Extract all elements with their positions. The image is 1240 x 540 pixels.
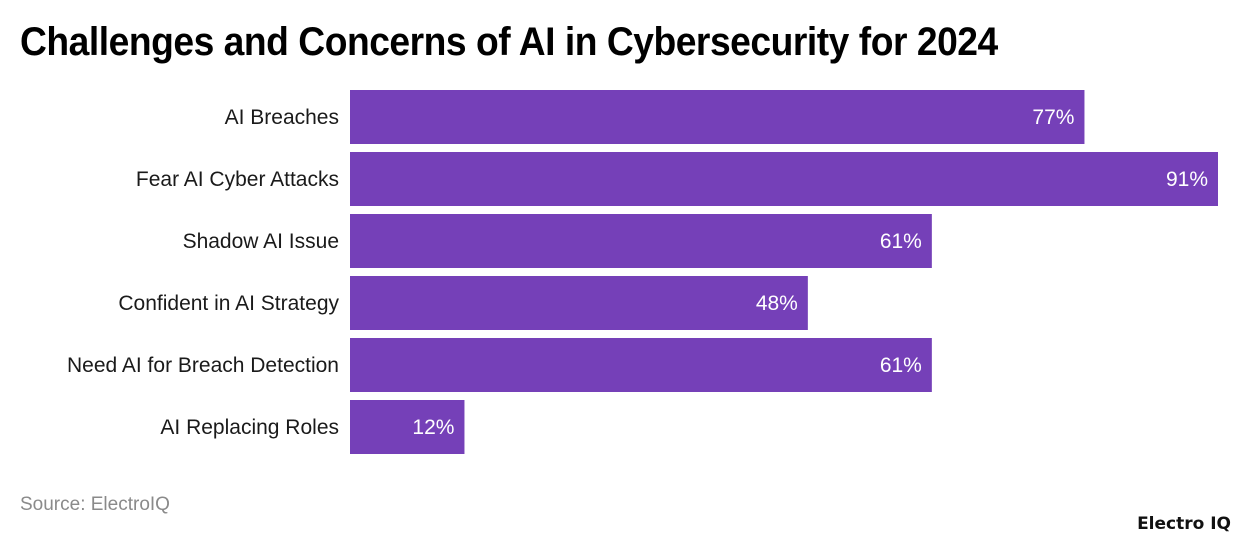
chart-title: Challenges and Concerns of AI in Cyberse… [20,20,998,64]
bar [350,90,1085,144]
bar [350,214,932,268]
value-label: 91% [1166,168,1208,191]
value-label: 77% [1032,106,1074,129]
category-label: Fear AI Cyber Attacks [136,168,339,191]
category-label: Need AI for Breach Detection [67,354,339,377]
brand-logo: Electro IQ [1137,514,1231,534]
category-label: Confident in AI Strategy [118,292,339,315]
value-label: 12% [412,416,454,439]
bar-group: AI Breaches 77% [225,90,1085,144]
value-label: 61% [880,354,922,377]
bar [350,152,1218,206]
bar [350,276,808,330]
bar-group: Need AI for Breach Detection 61% [67,338,932,392]
bar [350,400,465,454]
value-label: 48% [756,292,798,315]
category-label: AI Breaches [225,106,339,129]
value-label: 61% [880,230,922,253]
category-label: Shadow AI Issue [183,230,339,253]
bar-group: Shadow AI Issue 61% [183,214,932,268]
category-label: AI Replacing Roles [160,416,339,439]
bar [350,338,932,392]
bar-group: AI Replacing Roles 12% [160,400,465,454]
bar-group: Fear AI Cyber Attacks 91% [136,152,1218,206]
source-note: Source: ElectroIQ [20,494,170,515]
bar-group: Confident in AI Strategy 48% [118,276,808,330]
